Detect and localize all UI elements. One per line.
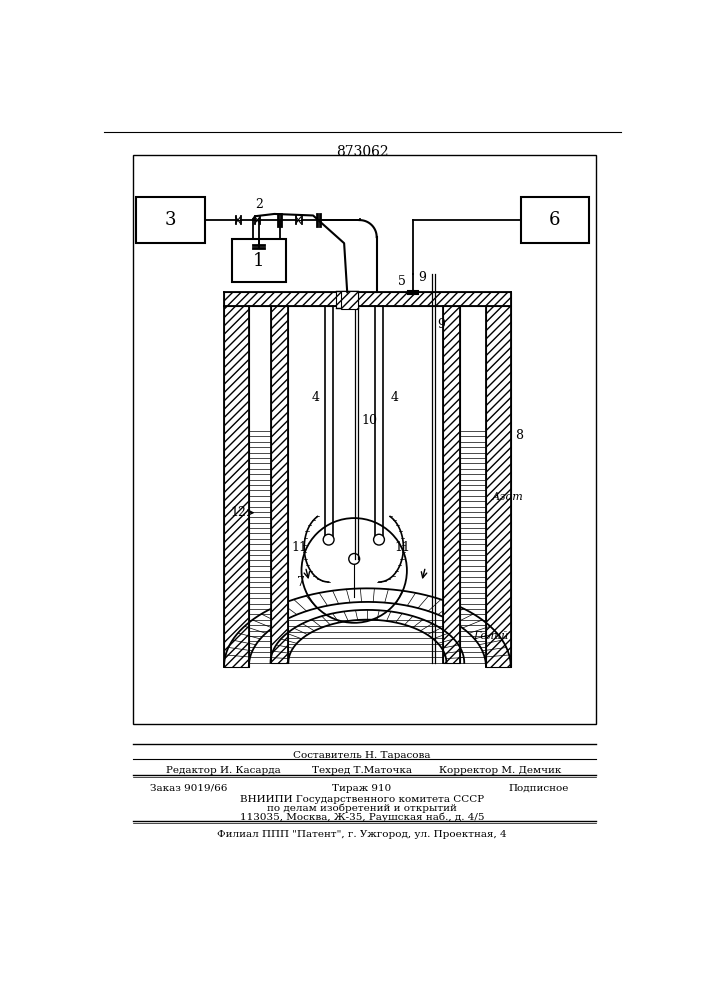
Text: 6: 6 (549, 211, 561, 229)
Text: по делам изобретений и открытий: по делам изобретений и открытий (267, 804, 457, 813)
Text: Тираж 910: Тираж 910 (332, 784, 392, 793)
Text: Филиал ППП "Патент", г. Ужгород, ул. Проектная, 4: Филиал ППП "Патент", г. Ужгород, ул. Про… (217, 830, 507, 839)
Text: Корректор М. Демчик: Корректор М. Демчик (439, 766, 561, 775)
Bar (341, 291, 358, 309)
Text: 9: 9 (418, 271, 426, 284)
Bar (224, 292, 510, 306)
Text: 11: 11 (395, 541, 411, 554)
Text: 873062: 873062 (337, 145, 389, 159)
Bar (337, 291, 358, 308)
Text: 8: 8 (515, 429, 522, 442)
Bar (232, 239, 286, 282)
Text: 4: 4 (391, 391, 399, 404)
Text: 11: 11 (292, 541, 308, 554)
Text: ВНИИПИ Государственного комитета СССР: ВНИИПИ Государственного комитета СССР (240, 795, 484, 804)
Bar (132, 155, 596, 724)
Text: Заказ 9019/66: Заказ 9019/66 (151, 784, 228, 793)
Text: 1: 1 (253, 252, 264, 270)
Bar (521, 197, 589, 243)
Bar (136, 197, 204, 243)
Text: 10: 10 (361, 414, 377, 427)
Circle shape (323, 534, 334, 545)
Text: Азот: Азот (491, 492, 523, 502)
Text: 12: 12 (230, 506, 247, 519)
Text: Редактор И. Касарда: Редактор И. Касарда (166, 766, 281, 775)
Text: Техред Т.Маточка: Техред Т.Маточка (312, 766, 412, 775)
Text: Гелий: Гелий (474, 631, 509, 641)
Bar (443, 306, 460, 663)
Bar (224, 306, 249, 667)
Text: Подписное: Подписное (508, 784, 569, 793)
Circle shape (373, 534, 385, 545)
Bar (486, 306, 510, 667)
Text: 7: 7 (298, 576, 305, 588)
Text: 9: 9 (437, 318, 445, 331)
Text: 4: 4 (311, 391, 320, 404)
Text: Составитель Н. Тарасова: Составитель Н. Тарасова (293, 751, 431, 760)
Bar (271, 306, 288, 663)
Text: 5: 5 (398, 275, 406, 288)
Text: 113035, Москва, Ж-35, Раушская наб., д. 4/5: 113035, Москва, Ж-35, Раушская наб., д. … (240, 813, 484, 822)
Text: 3: 3 (165, 211, 176, 229)
Text: 2: 2 (255, 198, 263, 211)
